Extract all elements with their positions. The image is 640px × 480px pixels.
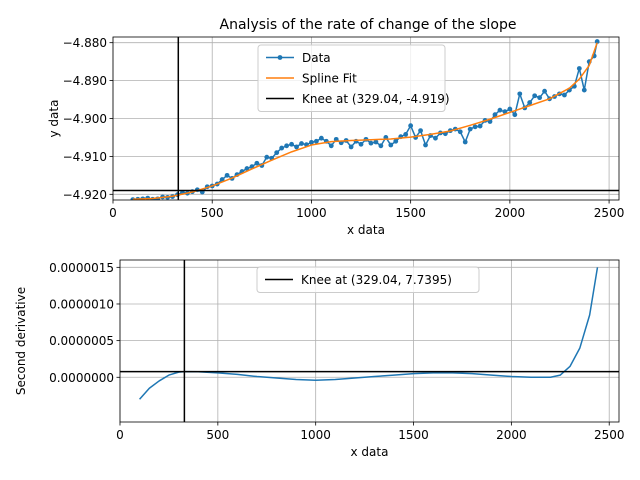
top-data-point [279, 145, 285, 151]
top-x-tick-label: 2500 [594, 206, 625, 220]
bottom-x-tick-label: 1000 [300, 428, 331, 442]
top-y-axis-label: y data [47, 100, 61, 138]
bottom-x-tick-label: 0 [116, 428, 124, 442]
bottom-x-tick-label: 2000 [496, 428, 527, 442]
top-data-point [477, 123, 483, 129]
top-data-point [348, 144, 354, 150]
top-data-point [562, 92, 567, 98]
bottom-y-tick-label: 0.0000000 [49, 371, 114, 385]
top-data-point [388, 142, 394, 148]
top-x-tick-label: 0 [109, 206, 117, 220]
top-data-point [378, 143, 384, 149]
top-y-tick-label: −4.920 [63, 188, 107, 202]
top-series-line-spline-fit [132, 42, 598, 200]
bottom-y-axis-label: Second derivative [14, 287, 28, 395]
top-data-point [373, 139, 379, 145]
top-x-tick-label: 1000 [296, 206, 327, 220]
top-x-tick-label: 500 [201, 206, 224, 220]
bottom-x-tick-label: 500 [206, 428, 229, 442]
top-data-point [517, 91, 523, 97]
top-data-point [289, 141, 294, 147]
top-y-tick-label: −4.880 [63, 36, 107, 50]
top-data-point [472, 124, 478, 130]
bottom-legend: Knee at (329.04, 7.7395) [256, 266, 480, 293]
top-data-point [328, 143, 334, 149]
bottom-y-tick-label: 0.0000005 [49, 334, 114, 348]
top-y-tick-label: −4.900 [63, 112, 107, 126]
top-data-point [294, 144, 299, 150]
top-data-point [497, 107, 503, 113]
top-data-point [368, 140, 374, 146]
top-data-point [254, 160, 260, 166]
top-data-point [537, 95, 543, 101]
top-data-point [594, 39, 600, 44]
top-data-point [244, 166, 250, 171]
top-data-point [457, 129, 463, 135]
top-data-point [542, 88, 547, 94]
top-plot-area [113, 37, 619, 200]
top-data-point [393, 138, 399, 144]
top-data-point [502, 109, 508, 115]
top-data-point [264, 154, 270, 160]
top-legend-label: Knee at (329.04, -4.919) [302, 92, 450, 106]
top-data-point [527, 100, 533, 105]
bottom-x-tick-label: 2500 [594, 428, 625, 442]
bottom-legend-label: Knee at (329.04, 7.7395) [301, 273, 452, 287]
bottom-legend-box [256, 266, 480, 293]
top-legend-label: Data [302, 51, 331, 65]
top-data-point [224, 172, 230, 178]
top-data-point [313, 138, 319, 144]
top-data-point [507, 106, 513, 112]
top-legend-marker [277, 55, 283, 60]
top-legend-label: Spline Fit [302, 72, 357, 86]
top-y-tick-label: −4.910 [63, 150, 107, 164]
bottom-x-tick-label: 1500 [398, 428, 429, 442]
top-data-point [433, 135, 438, 141]
top-x-axis-label: x data [347, 223, 385, 237]
top-data-point [418, 128, 423, 134]
bottom-x-axis-label: x data [351, 445, 389, 459]
top-legend-box [257, 44, 446, 112]
top-data-point [581, 87, 587, 93]
top-data-point [408, 123, 414, 129]
top-data-point [532, 93, 538, 99]
top-data-point [309, 139, 314, 145]
top-data-point [462, 139, 468, 145]
top-x-tick-label: 2000 [495, 206, 526, 220]
bottom-plot-area [120, 260, 619, 422]
top-data-point [576, 66, 582, 71]
chart-title: Analysis of the rate of change of the sl… [220, 17, 517, 33]
top-x-tick-label: 1500 [395, 206, 426, 220]
top-data-point [274, 150, 280, 156]
bottom-plot-panel: 0 500 1000 1500 2000 2500 0.0000000 0.0000005 0.… [14, 259, 625, 459]
top-data-point [358, 141, 364, 147]
top-y-tick-label: −4.890 [63, 74, 107, 88]
top-legend: Data Spline Fit Knee at (329.04, -4.919) [257, 44, 450, 112]
top-data-point [284, 143, 290, 149]
top-data-point [423, 142, 428, 148]
bottom-y-tick-label: 0.0000015 [49, 261, 114, 275]
bottom-y-tick-label: 0.0000010 [49, 297, 114, 311]
top-data-point [492, 112, 498, 118]
top-data-point [403, 132, 409, 137]
top-data-point [318, 135, 324, 141]
top-data-point [299, 141, 304, 146]
top-data-point [467, 126, 473, 132]
top-plot-panel: 0 500 1000 1500 2000 2500 −4.920 −4.910 −4.900 −4… [47, 36, 624, 237]
top-data-point [512, 112, 518, 118]
